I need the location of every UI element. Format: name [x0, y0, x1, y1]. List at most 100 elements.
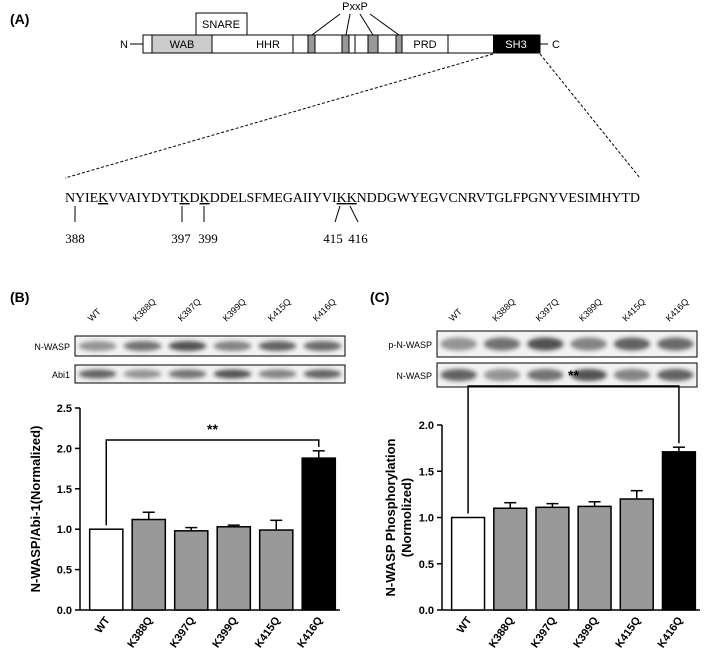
x-tick-label: K415Q — [613, 614, 643, 650]
sequence-part: DDELSFMEGAIIYVI — [210, 191, 337, 206]
sequence-part: D — [190, 191, 200, 206]
lane-label: K416Q — [311, 297, 338, 324]
bar — [577, 505, 612, 611]
y-tick-label: 1.0 — [419, 513, 434, 525]
x-tick-label: K388Q — [487, 614, 517, 650]
lane-label: WT — [447, 306, 464, 323]
lane-label: K397Q — [534, 297, 561, 324]
bar — [450, 516, 486, 611]
y-tick-label: 1.5 — [419, 466, 434, 478]
blot-band — [657, 337, 694, 351]
blot-label: N-WASP — [34, 342, 70, 352]
domain-diagram — [64, 12, 641, 179]
x-tick-label: K397Q — [529, 614, 559, 650]
y-tick-label: 1.5 — [57, 484, 72, 496]
blot-label: p-N-WASP — [388, 340, 432, 350]
domain-label: PxxP — [342, 1, 368, 13]
blot-label: N-WASP — [396, 371, 432, 381]
residue-number: 388 — [65, 231, 85, 246]
bar — [258, 529, 294, 611]
blot-band — [78, 369, 117, 379]
sequence-part: K — [98, 191, 108, 206]
blot-band — [168, 369, 207, 379]
blot-band — [123, 369, 162, 379]
y-tick-label: 2.0 — [419, 420, 434, 432]
blot-band — [527, 369, 564, 381]
blot-band — [303, 341, 342, 351]
bar — [661, 451, 697, 611]
domain-label: SNARE — [202, 19, 240, 31]
blot-band — [613, 369, 651, 381]
residue-number: 399 — [198, 231, 218, 246]
y-tick-label: 2.0 — [57, 443, 72, 455]
blot-band — [613, 337, 651, 351]
x-tick-label: K416Q — [656, 614, 686, 650]
residue-ticks — [74, 205, 359, 223]
y-tick-label: 0.5 — [419, 559, 434, 571]
blot-band — [483, 369, 521, 381]
significance-label: ** — [207, 421, 218, 437]
domain-label: WAB — [170, 39, 195, 51]
y-tick-label: 0.0 — [57, 605, 72, 617]
y-axis-label: (Normolized) — [399, 478, 414, 557]
lane-label: K416Q — [664, 297, 691, 324]
lane-label: K415Q — [266, 297, 293, 324]
c-terminus: C — [552, 39, 560, 51]
significance-bracket — [467, 385, 680, 514]
domain-label: HHR — [256, 39, 280, 51]
blot-band — [168, 341, 207, 351]
blot-band — [440, 369, 477, 381]
x-tick-label: WT — [455, 615, 475, 636]
x-tick-label: K399Q — [571, 614, 601, 650]
blot-band — [213, 341, 252, 351]
blot-band — [570, 369, 607, 381]
lane-label: K388Q — [131, 297, 158, 324]
bar — [131, 518, 167, 611]
blot-band — [570, 337, 607, 351]
sequence-part: NYIE — [65, 191, 98, 206]
sequence-part: K — [200, 191, 210, 206]
x-tick-label: K388Q — [125, 614, 155, 650]
lane-label: K399Q — [577, 297, 604, 324]
blot-label: Abi1 — [52, 370, 70, 380]
blot-band — [78, 341, 117, 351]
panel-label: (B) — [10, 289, 29, 305]
bar — [88, 528, 124, 611]
sequence-part: NDDGWYEGVCNRVTGLFPGNYVESIMHYTD — [357, 191, 640, 206]
sequence-part: K — [337, 191, 347, 206]
blot-box — [436, 362, 698, 388]
blot-band — [483, 337, 521, 351]
panel-label: (C) — [370, 289, 389, 305]
y-tick-label: 2.5 — [57, 403, 72, 415]
blot-band — [527, 337, 564, 351]
blot-band — [258, 341, 297, 351]
x-tick-label: K397Q — [168, 614, 198, 650]
blot-band — [657, 369, 694, 381]
bar — [619, 498, 654, 611]
lane-label: K399Q — [221, 297, 248, 324]
bar — [173, 530, 209, 611]
residue-number: 416 — [348, 231, 368, 246]
sequence-part: VVAIYDYT — [108, 191, 180, 206]
y-axis-label: N-WASP/Abi-1(Normalized) — [28, 426, 43, 593]
lane-label: WT — [86, 306, 103, 323]
bar — [493, 507, 528, 611]
y-axis-label: N-WASP Phosphorylation — [383, 438, 398, 596]
sequence: NYIEKVVAIYDYTKDKDDELSFMEGAIIYVIKKNDDGWYE… — [65, 191, 640, 206]
sequence-part: K — [347, 191, 357, 206]
x-tick-label: K399Q — [210, 614, 240, 650]
blot-band — [123, 341, 162, 351]
y-tick-label: 1.0 — [57, 524, 72, 536]
bar — [535, 506, 570, 611]
y-tick-label: 0.0 — [419, 605, 434, 617]
lane-label: K397Q — [176, 297, 203, 324]
x-tick-label: K415Q — [253, 614, 283, 650]
blot-band — [258, 369, 297, 379]
bar — [301, 457, 337, 611]
panel-label: (A) — [10, 11, 29, 27]
domain-label: SH3 — [505, 39, 526, 51]
significance-label: ** — [568, 367, 579, 383]
lane-label: K415Q — [620, 297, 647, 324]
x-tick-label: WT — [93, 615, 113, 636]
x-tick-label: K416Q — [295, 614, 325, 650]
